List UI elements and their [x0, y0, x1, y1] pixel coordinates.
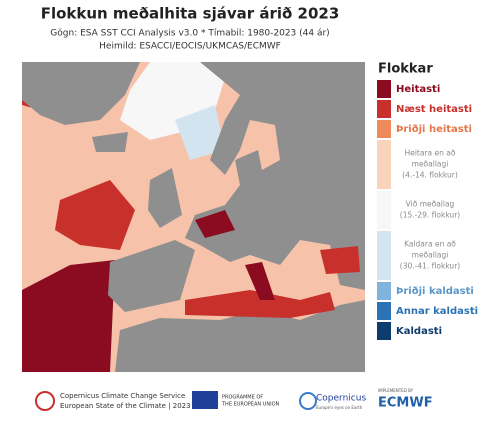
legend-swatch — [377, 231, 391, 280]
legend-label: meðallagi — [412, 251, 449, 260]
legend-swatch — [377, 100, 391, 118]
subtitle: Heimild: ESACCI/EOCIS/UKMCAS/ECMWF — [99, 42, 281, 52]
legend-swatch — [377, 140, 391, 189]
legend-title: Flokkar — [378, 62, 433, 77]
footer-text: European State of the Climate | 2023 — [60, 402, 191, 410]
footer-text: Europe's eyes on Earth — [316, 405, 363, 410]
legend-label: (30.-41. flokkur) — [400, 262, 460, 271]
land — [22, 62, 140, 125]
legend-label: meðallagi — [412, 160, 449, 169]
sea-hot — [22, 260, 115, 372]
sea-average — [120, 62, 230, 140]
legend-label: Þriðji kaldasti — [396, 286, 474, 297]
legend: Heitasti Næst heitasti Þriðji heitasti Heit… — [377, 80, 478, 340]
footer-text: IMPLEMENTED BY — [378, 388, 414, 393]
sea-hot — [195, 210, 235, 238]
legend-label: Annar kaldasti — [396, 306, 478, 317]
footer-text: Copernicus — [316, 394, 366, 404]
land — [108, 240, 195, 312]
land — [115, 300, 365, 372]
land — [148, 168, 182, 228]
footer-text: ECMWF — [378, 396, 433, 411]
sea-hot — [55, 180, 135, 250]
legend-swatch — [377, 302, 391, 320]
legend-label: Kaldara en að — [404, 240, 456, 249]
legend-label: (4.-14. flokkur) — [402, 171, 458, 180]
land — [92, 132, 128, 152]
legend-swatch — [377, 120, 391, 138]
legend-label: Þriðji heitasti — [396, 124, 472, 135]
sea-hot — [320, 246, 360, 274]
legend-label: Heitara en að — [405, 149, 456, 158]
legend-label: (15.-29. flokkur) — [400, 211, 460, 220]
footer-text: Copernicus Climate Change Service — [60, 392, 185, 400]
map — [22, 62, 365, 372]
footer-text: THE EUROPEAN UNION — [221, 402, 280, 408]
legend-swatch — [377, 282, 391, 300]
legend-label: Kaldasti — [396, 326, 442, 337]
title: Flokkun meðalhita sjávar árið 2023 — [41, 5, 340, 23]
legend-label: Næst heitasti — [396, 104, 472, 115]
legend-label: Heitasti — [396, 84, 440, 95]
legend-swatch — [377, 80, 391, 98]
footer-text: PROGRAMME OF — [222, 395, 263, 401]
c3s-logo — [35, 391, 55, 411]
eu-flag — [192, 391, 218, 409]
land — [185, 62, 365, 290]
legend-swatch — [377, 191, 391, 229]
subtitle: Gögn: ESA SST CCI Analysis v3.0 * Tímabi… — [50, 29, 329, 39]
sea-cool — [175, 105, 225, 160]
sea-hot — [245, 262, 275, 300]
copernicus-logo — [299, 392, 317, 410]
legend-swatch — [377, 322, 391, 340]
footer: Copernicus Climate Change Service Europe… — [35, 388, 433, 411]
sea-hot — [185, 290, 335, 318]
legend-label: Við meðallag — [406, 200, 455, 209]
